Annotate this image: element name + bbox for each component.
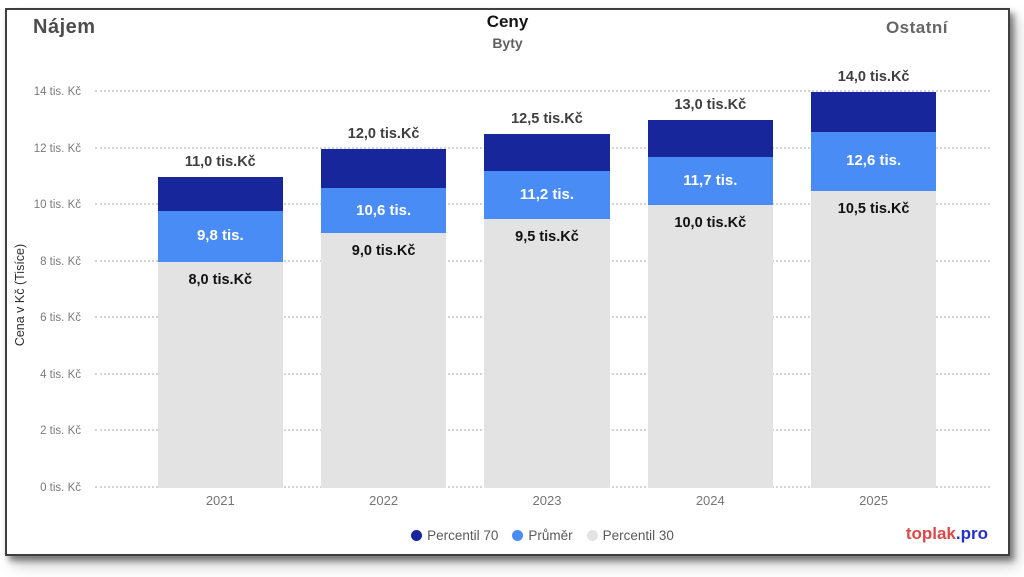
bar-segment-percentil-30[interactable] <box>320 233 447 488</box>
chart-subtitle: Byty <box>492 35 523 51</box>
y-tick-label: 6 tis. Kč <box>40 312 81 325</box>
bar-segment-percentil-30[interactable] <box>484 219 610 488</box>
y-axis-tick-labels: 0 tis. Kč 2 tis. Kč 4 tis. Kč 6 tis. Kč 8 ti… <box>7 86 81 494</box>
legend-item[interactable]: Percentil 70 <box>411 528 498 543</box>
bar-value-label-prumer: 12,6 tis. <box>846 152 902 170</box>
bar-value-label-p70: 12,0 tis.Kč <box>347 125 420 142</box>
y-tick-label: 8 tis. Kč <box>40 255 81 268</box>
bar-segment-percentil-30[interactable] <box>647 205 773 488</box>
chart-header: Ceny Byty <box>7 12 1008 51</box>
bar-chart-plot-area: 11,0 tis.Kč 9,8 tis. 8,0 tis.Kč 12,0 tis.Kč… <box>95 69 990 488</box>
legend-dot <box>512 530 524 541</box>
bar-value-label-p30: 9,0 tis.Kč <box>351 243 416 260</box>
bar-value-label-p30: 10,5 tis.Kč <box>837 201 910 217</box>
bar-value-label-p70: 13,0 tis.Kč <box>674 97 747 114</box>
x-tick-label: 2024 <box>695 493 725 508</box>
bar-group: 13,0 tis.Kč 11,7 tis. 10,0 tis.Kč <box>647 92 773 488</box>
bar-value-label-prumer: 9,8 tis. <box>196 227 244 245</box>
legend-label: Průměr <box>528 528 573 543</box>
x-tick-label: 2025 <box>859 493 889 508</box>
bar-value-label-p70: 14,0 tis.Kč <box>837 69 910 85</box>
bar-segment-prumer[interactable] <box>484 171 610 220</box>
bar-value-label-prumer: 11,7 tis. <box>683 172 738 190</box>
legend-dot <box>586 530 598 541</box>
x-axis-tick-labels: 2021 2022 2023 2024 2025 <box>95 493 990 511</box>
y-tick-label: 0 tis. Kč <box>40 482 81 494</box>
bar-segment-percentil-30[interactable] <box>157 261 283 488</box>
bar-group: 12,5 tis.Kč 11,2 tis. 9,5 tis.Kč <box>484 92 610 488</box>
bar-segment-percentil-70[interactable] <box>811 92 937 132</box>
x-tick-label: 2023 <box>532 493 562 508</box>
bar-segment-prumer[interactable] <box>647 157 773 206</box>
bar-value-label-p70: 11,0 tis.Kč <box>184 153 256 170</box>
legend-label: Percentil 30 <box>602 528 674 543</box>
bar-value-label-prumer: 11,2 tis. <box>519 186 575 204</box>
bar-value-label-p30: 10,0 tis.Kč <box>674 215 747 232</box>
nav-ostatni[interactable]: Ostatní <box>885 18 948 37</box>
bar-segment-prumer[interactable] <box>811 131 937 191</box>
legend-label: Percentil 70 <box>427 528 499 543</box>
brand-logo: toplak.pro <box>906 524 988 544</box>
legend-item[interactable]: Průměr <box>512 528 573 543</box>
bar-value-label-prumer: 10,6 tis. <box>356 201 412 219</box>
bar-group: 12,0 tis.Kč 10,6 tis. 9,0 tis.Kč <box>320 92 447 488</box>
bar-segment-percentil-30[interactable] <box>811 191 937 488</box>
bar-segment-percentil-70[interactable] <box>320 148 447 189</box>
brand-suffix: .pro <box>955 524 988 543</box>
bar-segment-prumer[interactable] <box>320 188 447 234</box>
x-tick-label: 2021 <box>205 493 235 508</box>
bar-segment-prumer[interactable] <box>157 210 283 262</box>
report-card: Nájem Ceny Byty Ostatní Cena v Kč (Tisíc… <box>5 8 1010 556</box>
bar-value-label-p30: 9,5 tis.Kč <box>515 229 579 246</box>
legend: Percentil 70 Průměr Percentil 30 <box>95 528 990 543</box>
y-tick-label: 10 tis. Kč <box>33 199 81 212</box>
brand-primary: toplak <box>905 524 956 543</box>
y-tick-label: 12 tis. Kč <box>33 142 81 155</box>
bar-segment-percentil-70[interactable] <box>647 120 773 158</box>
bar-value-label-p30: 8,0 tis.Kč <box>188 271 253 288</box>
y-tick-label: 2 tis. Kč <box>40 425 81 438</box>
legend-item[interactable]: Percentil 30 <box>586 528 674 543</box>
nav-najem[interactable]: Nájem <box>33 16 96 38</box>
y-tick-label: 14 tis. Kč <box>33 86 81 98</box>
bar-segment-percentil-70[interactable] <box>484 134 610 172</box>
bar-segment-percentil-70[interactable] <box>157 176 283 211</box>
chart-title: Ceny <box>486 12 529 31</box>
x-tick-label: 2022 <box>369 493 399 508</box>
bar-value-label-p70: 12,5 tis.Kč <box>511 111 583 128</box>
y-tick-label: 4 tis. Kč <box>40 368 81 381</box>
bar-group: 14,0 tis.Kč 12,6 tis. 10,5 tis.Kč <box>811 69 937 488</box>
legend-dot <box>411 530 423 541</box>
gridline <box>95 90 990 92</box>
bar-group: 11,0 tis.Kč 9,8 tis. 8,0 tis.Kč <box>157 92 283 488</box>
